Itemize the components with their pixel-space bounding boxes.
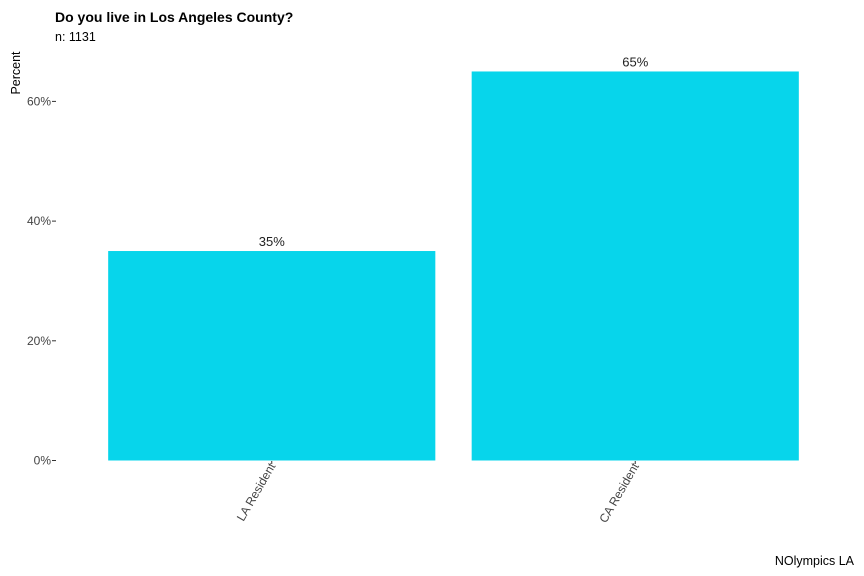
chart-title: Do you live in Los Angeles County? xyxy=(55,9,294,25)
x-tick-label: LA Resident xyxy=(234,460,279,524)
y-tick-label: 40% xyxy=(27,214,51,228)
y-tick-label: 20% xyxy=(27,334,51,348)
y-tick-label: 60% xyxy=(27,94,51,108)
chart-subtitle: n: 1131 xyxy=(55,30,96,44)
bar-la-resident xyxy=(108,251,436,461)
y-tick-label: 0% xyxy=(34,454,52,468)
x-axis: LA Resident CA Resident xyxy=(234,460,642,525)
bar-value-label: 35% xyxy=(259,234,285,249)
bar-ca-resident xyxy=(471,71,799,461)
x-tick-label: CA Resident xyxy=(596,460,642,525)
y-axis-title: Percent xyxy=(9,51,23,95)
bar-value-label: 65% xyxy=(622,54,648,69)
chart-caption: NOlympics LA xyxy=(774,554,854,568)
bars: 35% 65% xyxy=(108,54,799,461)
y-axis: 0% 20% 40% 60% xyxy=(27,94,56,468)
